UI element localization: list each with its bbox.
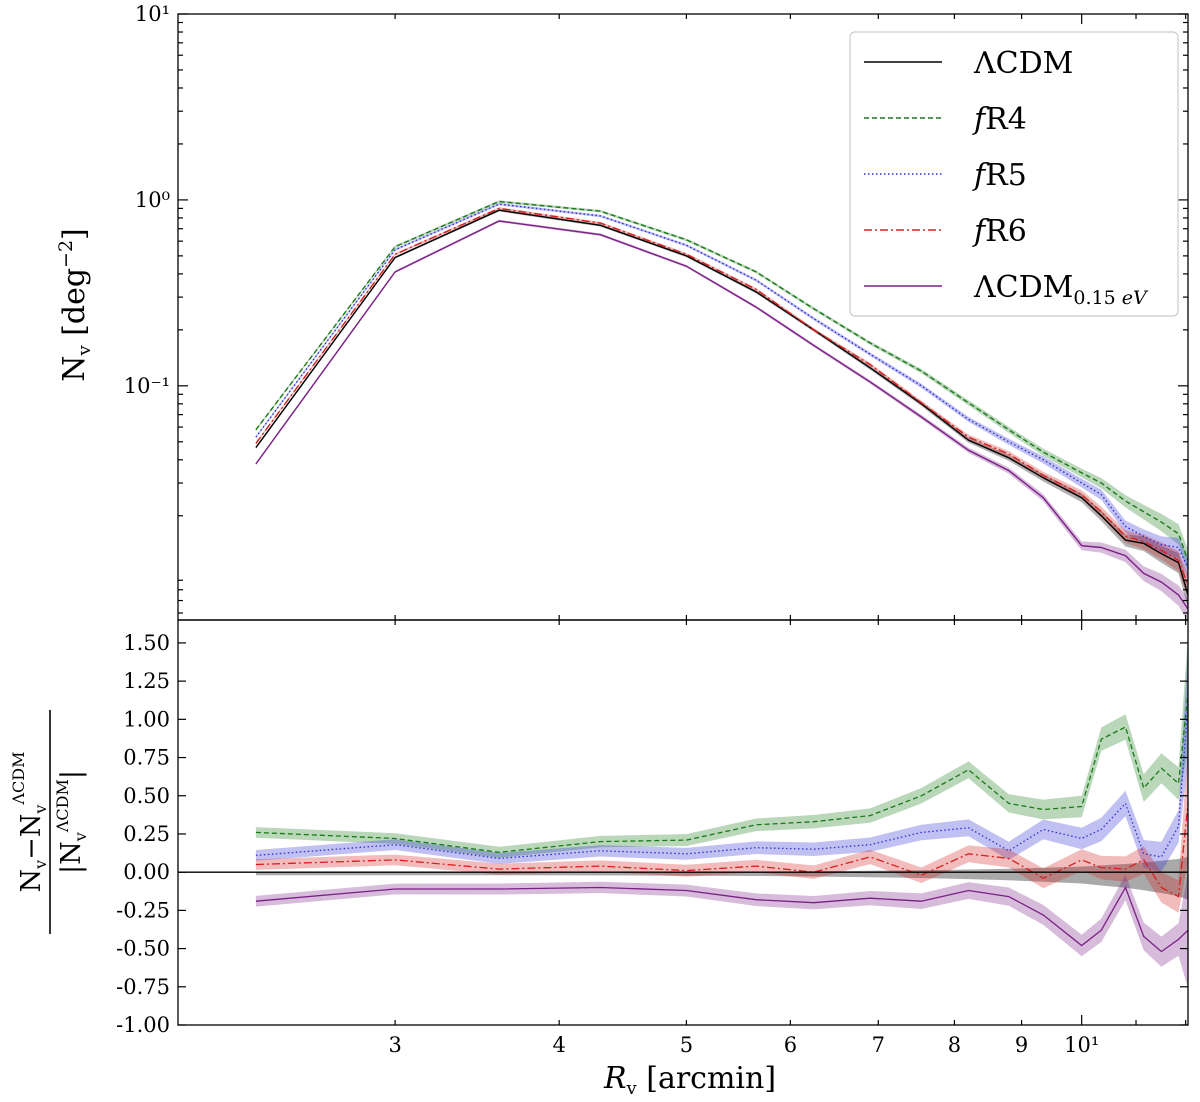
bottom-y-tick-label: 1.25 xyxy=(123,669,170,693)
x-tick-label: 7 xyxy=(872,1033,885,1057)
bottom-y-axis-title: Nv−NvΛCDM |NvΛCDM| xyxy=(9,710,90,934)
svg-text:Nv−NvΛCDM: Nv−NvΛCDM xyxy=(9,752,50,893)
legend-label-0: ΛCDM xyxy=(973,46,1073,81)
bottom-y-tick-label: -0.25 xyxy=(116,898,170,922)
bottom-band-0 xyxy=(255,856,1188,900)
bottom-plot-frame xyxy=(177,619,1189,1026)
bottom-y-tick-label: -0.50 xyxy=(116,937,170,961)
bottom-band-3 xyxy=(255,745,1188,913)
legend: ΛCDM fR4 fR5 fR6 ΛCDM0.15 eV xyxy=(849,31,1179,317)
bottom-series-lines xyxy=(255,693,1189,953)
top-y-axis-title: Nv [deg−2] xyxy=(55,228,95,382)
bottom-y-tick-label: 0.50 xyxy=(123,784,170,808)
bottom-y-tick-label: 0.75 xyxy=(123,746,170,770)
top-series-line-2 xyxy=(255,203,1189,569)
top-y-tick-label: 10⁻¹ xyxy=(124,374,170,398)
top-y-tick-label: 10¹ xyxy=(135,2,170,26)
bottom-series-line-2 xyxy=(255,704,1189,860)
bottom-y-tick-label: 0.25 xyxy=(123,822,170,846)
bottom-series-line-1 xyxy=(255,693,1189,853)
x-tick-label: 6 xyxy=(784,1033,797,1057)
x-tick-label: 3 xyxy=(388,1033,401,1057)
axis-titles: Rv [arcmin] Nv [deg−2] Nv−NvΛCDM |NvΛCDM… xyxy=(9,228,776,1099)
bottom-band-1 xyxy=(255,635,1188,858)
legend-label-1: fR4 xyxy=(972,102,1027,137)
axes-frame xyxy=(177,13,1189,1026)
x-tick-label: 4 xyxy=(552,1033,565,1057)
top-series-line-1 xyxy=(255,200,1189,561)
top-series-line-0 xyxy=(255,209,1189,596)
bottom-error-bands xyxy=(255,635,1188,989)
bottom-y-tick-label: -0.75 xyxy=(116,975,170,999)
x-tick-label: 5 xyxy=(680,1033,693,1057)
bottom-series-line-3 xyxy=(255,803,1189,898)
top-y-tick-label: 10⁰ xyxy=(135,188,170,212)
x-axis-title: Rv [arcmin] xyxy=(603,1061,776,1099)
svg-text:|NvΛCDM|: |NvΛCDM| xyxy=(53,770,90,874)
bottom-band-4 xyxy=(255,872,1188,989)
bottom-band-2 xyxy=(255,646,1188,872)
bottom-y-tick-label: 0.00 xyxy=(123,860,170,884)
x-tick-label: 9 xyxy=(1015,1033,1028,1057)
bottom-series-line-4 xyxy=(255,885,1189,953)
legend-box xyxy=(849,31,1179,317)
legend-label-4: ΛCDM0.15 eV xyxy=(973,270,1149,309)
legend-label-2: fR5 xyxy=(972,158,1027,193)
top-series-line-3 xyxy=(255,207,1189,586)
bottom-y-tick-label: -1.00 xyxy=(116,1013,170,1037)
top-series-lines xyxy=(255,200,1189,610)
axis-ticks: 10¹ 10⁰ 10⁻¹ 3 4 5 6 7 8 9 10¹ 1.50 1.25 1.00 0.75 0.50… xyxy=(116,2,1188,1057)
top-series-line-4 xyxy=(255,220,1189,610)
x-tick-label: 8 xyxy=(948,1033,961,1057)
legend-label-3: fR6 xyxy=(972,214,1027,249)
bottom-y-tick-label: 1.00 xyxy=(123,707,170,731)
x-tick-label: 10¹ xyxy=(1064,1033,1099,1057)
bottom-y-tick-label: 1.50 xyxy=(123,631,170,655)
